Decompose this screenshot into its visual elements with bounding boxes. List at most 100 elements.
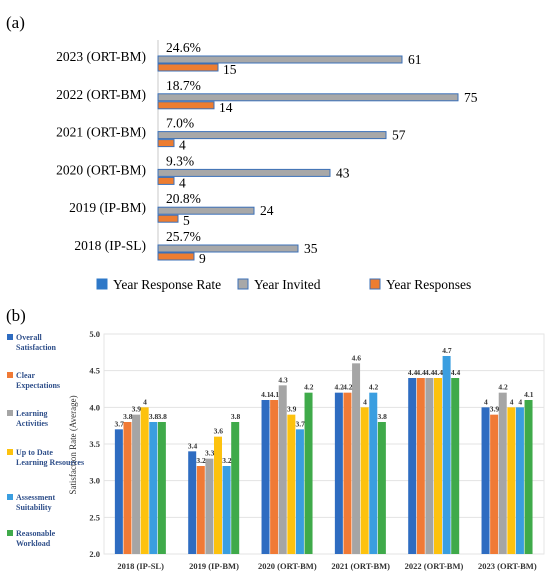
panel-a-chart: (a) 2023 (ORT-BM) 2022 (ORT-BM) 2021 (ORT-… xyxy=(6,13,478,292)
satisfaction-bar xyxy=(188,451,197,554)
bar-value-label: 4.4 xyxy=(408,368,418,377)
responses-value-label: 4 xyxy=(179,175,186,190)
satisfaction-bar xyxy=(270,400,279,554)
bar-value-label: 3.8 xyxy=(377,412,387,421)
satisfaction-bar xyxy=(278,385,287,554)
legend-swatch xyxy=(237,278,249,290)
invited-value-label: 61 xyxy=(408,52,422,67)
satisfaction-bar xyxy=(214,436,222,554)
satisfaction-bar xyxy=(425,378,434,554)
category-label: 2022 (ORT-BM) xyxy=(405,561,464,571)
invited-value-label: 57 xyxy=(392,128,406,143)
invited-bar xyxy=(157,131,387,140)
invited-bar xyxy=(157,55,403,64)
satisfaction-bar xyxy=(205,458,214,554)
category-label: 2021 (ORT-BM) xyxy=(56,125,146,140)
response-rate-label: 18.7% xyxy=(166,78,201,93)
satisfaction-bar xyxy=(481,407,490,554)
satisfaction-bar xyxy=(515,407,524,554)
bar-value-label: 3.8 xyxy=(157,412,167,421)
bar-value-label: 3.8 xyxy=(231,412,241,421)
responses-bar xyxy=(157,101,215,110)
satisfaction-bar xyxy=(490,414,499,554)
satisfaction-bar xyxy=(507,407,516,554)
bar-value-label: 4.6 xyxy=(352,353,362,362)
satisfaction-bar xyxy=(442,356,451,554)
response-rate-label: 7.0% xyxy=(166,116,194,131)
legend-entry: Clear Expectations xyxy=(16,371,60,390)
bar-value-label: 3.7 xyxy=(114,419,124,428)
response-rate-label: 20.8% xyxy=(166,191,201,206)
satisfaction-bar xyxy=(123,422,132,554)
bar-value-label: 3.9 xyxy=(490,405,500,414)
legend-entry: Up to Date Learning Resources xyxy=(16,448,84,467)
invited-bar xyxy=(157,168,331,177)
satisfaction-bar xyxy=(408,378,417,554)
satisfaction-bar xyxy=(434,378,442,554)
invited-bar xyxy=(157,206,255,215)
bar-value-label: 4.7 xyxy=(442,346,452,355)
legend-entry: Year Responses xyxy=(386,277,471,292)
category-label: 2019 (IP-BM) xyxy=(189,561,239,571)
legend-swatch xyxy=(7,494,13,500)
bar-value-label: 3.4 xyxy=(188,441,198,450)
bar-value-label: 3.2 xyxy=(196,456,206,465)
legend-entry: Reasonable Workload xyxy=(16,529,56,548)
satisfaction-bar xyxy=(231,422,240,554)
y-tick-label: 2.5 xyxy=(89,512,100,522)
legend-entry: Learning Activities xyxy=(16,409,48,428)
satisfaction-bar xyxy=(352,363,361,554)
bar-value-label: 3.9 xyxy=(132,405,142,414)
satisfaction-bar xyxy=(287,414,296,554)
bar-value-label: 4.1 xyxy=(270,390,280,399)
bar-value-label: 4 xyxy=(363,397,367,406)
satisfaction-bar xyxy=(196,466,205,554)
bar-value-label: 4 xyxy=(484,397,488,406)
category-label: 2020 (ORT-BM) xyxy=(258,561,317,571)
satisfaction-bar xyxy=(498,392,507,554)
invited-bar xyxy=(157,93,459,102)
legend-entry: Assessment Suitability xyxy=(16,493,55,512)
bar-value-label: 4.1 xyxy=(524,390,534,399)
responses-value-label: 4 xyxy=(179,138,186,153)
satisfaction-bar xyxy=(149,422,158,554)
legend-entry: Overall Satisfaction xyxy=(16,333,57,352)
satisfaction-bar xyxy=(369,392,378,554)
category-label: 2020 (ORT-BM) xyxy=(56,162,146,177)
bar-value-label: 4.2 xyxy=(369,383,379,392)
responses-value-label: 9 xyxy=(199,251,206,266)
category-label: 2021 (ORT-BM) xyxy=(331,561,390,571)
invited-bar xyxy=(157,244,299,253)
y-tick-label: 4.5 xyxy=(89,366,100,376)
satisfaction-bar xyxy=(157,422,166,554)
legend-swatch xyxy=(7,372,13,378)
category-label: 2018 (IP-SL) xyxy=(117,561,164,571)
y-tick-label: 4.0 xyxy=(89,402,100,412)
invited-value-label: 35 xyxy=(304,241,318,256)
satisfaction-bar xyxy=(416,378,425,554)
legend-entry: Year Response Rate xyxy=(113,277,221,292)
bar-value-label: 3.8 xyxy=(149,412,159,421)
category-label: 2022 (ORT-BM) xyxy=(56,87,146,102)
satisfaction-bar xyxy=(222,466,231,554)
satisfaction-bar xyxy=(304,392,313,554)
legend-swatch xyxy=(7,334,13,340)
legend-swatch xyxy=(96,278,108,290)
bar-value-label: 4.4 xyxy=(434,368,444,377)
category-label: 2023 (ORT-BM) xyxy=(478,561,537,571)
bar-value-label: 4 xyxy=(510,397,514,406)
bar-value-label: 4.2 xyxy=(334,383,344,392)
category-label: 2019 (IP-BM) xyxy=(69,200,146,215)
response-rate-label: 9.3% xyxy=(166,153,194,168)
y-tick-label: 5.0 xyxy=(89,329,100,339)
satisfaction-bar xyxy=(360,407,369,554)
responses-bar xyxy=(157,252,195,261)
y-tick-label: 3.0 xyxy=(89,476,100,486)
responses-value-label: 15 xyxy=(223,62,237,77)
responses-value-label: 5 xyxy=(183,213,190,228)
bar-value-label: 4.4 xyxy=(451,368,461,377)
bar-value-label: 4.2 xyxy=(343,383,353,392)
bar-value-label: 4 xyxy=(143,397,147,406)
satisfaction-bar xyxy=(261,400,270,554)
